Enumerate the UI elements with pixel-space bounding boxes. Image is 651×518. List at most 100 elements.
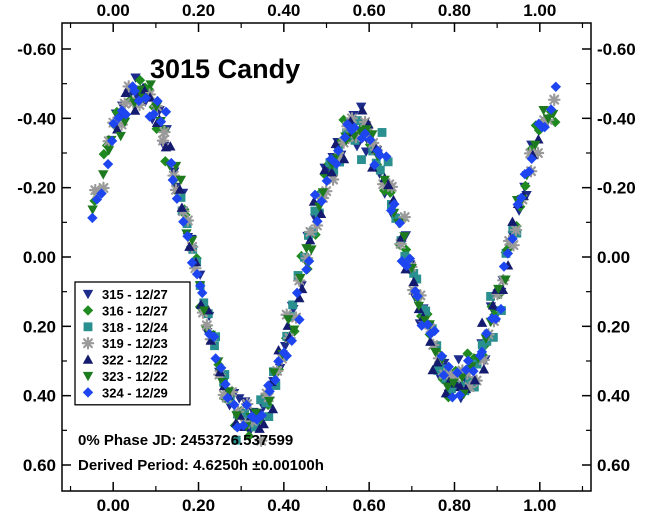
data-point (547, 93, 561, 107)
data-point (165, 141, 176, 151)
data-point (309, 189, 321, 201)
data-point (174, 184, 186, 194)
data-point (421, 306, 431, 316)
y-tick-label-left: 0.20 (23, 317, 56, 336)
data-point (151, 102, 162, 112)
y-tick-label-right: 0.60 (597, 456, 630, 475)
data-point (288, 325, 300, 335)
data-point (288, 300, 298, 310)
data-point (133, 95, 145, 107)
data-point (394, 217, 406, 229)
data-point (112, 124, 123, 134)
data-point (381, 151, 392, 162)
y-tick-label-left: 0.60 (23, 456, 56, 475)
data-point (490, 313, 502, 325)
data-point (281, 350, 292, 361)
data-point (539, 121, 550, 133)
data-point (379, 175, 390, 186)
data-point (472, 359, 482, 369)
data-point (545, 104, 557, 115)
data-point (486, 291, 496, 301)
x-tick-label-top: 0.80 (438, 1, 471, 20)
period-annotation: Derived Period: 4.6250h ±0.00100h (78, 457, 324, 474)
data-point (270, 374, 281, 386)
data-point (87, 212, 98, 224)
legend-label: 319 - 12/23 (102, 336, 168, 351)
data-point (408, 276, 419, 287)
data-point (377, 128, 387, 137)
data-point (404, 253, 416, 264)
data-point (210, 341, 219, 351)
data-point (240, 409, 249, 419)
data-point (432, 357, 443, 367)
data-point (400, 251, 410, 261)
data-point (198, 306, 210, 316)
data-point (295, 273, 306, 284)
data-point (152, 95, 163, 107)
data-point (130, 73, 141, 83)
x-tick-label-bottom: 0.20 (182, 496, 215, 515)
y-tick-label-right: 0.20 (597, 317, 630, 336)
data-point (447, 384, 456, 394)
data-point (542, 114, 554, 124)
x-tick-label-bottom: 0.40 (267, 496, 300, 515)
data-point (103, 146, 115, 156)
data-point (326, 167, 337, 177)
data-marks (87, 73, 562, 447)
data-point (176, 192, 186, 202)
data-point (120, 109, 132, 120)
data-point (339, 132, 351, 143)
data-point (425, 336, 436, 346)
data-point (488, 332, 498, 342)
data-point (306, 245, 317, 255)
phase-jd-annotation: 0% Phase JD: 2453726.537599 (78, 432, 293, 449)
data-point (223, 387, 235, 397)
data-point (319, 164, 330, 175)
data-point (87, 205, 98, 215)
data-point (507, 233, 518, 245)
data-point (433, 365, 443, 375)
data-point (205, 335, 216, 345)
data-point (264, 397, 275, 407)
data-point (316, 196, 327, 207)
legend-marker (82, 387, 94, 398)
data-point (502, 248, 514, 259)
data-point (409, 268, 419, 278)
legend-marker (82, 289, 94, 300)
y-tick-label-right: -0.60 (597, 40, 636, 59)
data-point (389, 198, 400, 210)
data-point (526, 153, 537, 164)
data-point (171, 193, 183, 204)
data-point (476, 317, 488, 327)
legend-label: 322 - 12/22 (102, 353, 168, 368)
data-point (520, 180, 531, 192)
data-point (115, 131, 126, 142)
data-point (256, 395, 266, 405)
data-point (468, 365, 479, 377)
data-point (264, 386, 275, 397)
data-point (129, 105, 141, 115)
legend-marker (82, 305, 94, 316)
data-point (460, 364, 472, 375)
data-point (184, 241, 195, 251)
data-point (228, 399, 240, 410)
data-point (268, 368, 280, 378)
data-point (250, 408, 261, 418)
data-point (498, 261, 510, 272)
data-point (372, 145, 383, 157)
data-point (256, 410, 268, 421)
x-tick-label-bottom: 0.80 (438, 496, 471, 515)
legend-label: 316 - 12/27 (102, 303, 168, 318)
legend-label: 323 - 12/22 (102, 369, 168, 384)
data-point (533, 118, 544, 130)
y-tick-label-right: -0.40 (597, 109, 636, 128)
legend-item: 323 - 12/22 (82, 369, 168, 384)
y-tick-label-right: 0.40 (597, 387, 630, 406)
data-point (241, 399, 252, 411)
data-point (440, 387, 452, 398)
data-point (412, 274, 422, 284)
data-point (365, 134, 376, 145)
data-point (291, 287, 303, 299)
